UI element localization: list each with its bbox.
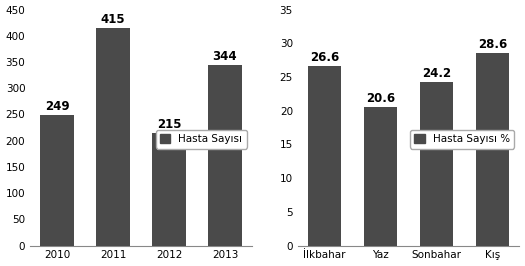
Text: 415: 415	[101, 13, 125, 26]
Bar	[476, 53, 509, 246]
Text: 215: 215	[157, 118, 181, 131]
Text: 28.6: 28.6	[478, 38, 507, 51]
Bar	[420, 82, 454, 246]
Bar	[152, 133, 186, 246]
Text: 24.2: 24.2	[422, 67, 451, 80]
Text: 20.6: 20.6	[366, 92, 395, 105]
Bar	[96, 28, 130, 246]
Text: 26.6: 26.6	[310, 51, 339, 64]
Bar	[208, 65, 242, 246]
Text: 249: 249	[45, 100, 69, 113]
Legend: Hasta Sayısı %: Hasta Sayısı %	[410, 130, 514, 148]
Legend: Hasta Sayısı: Hasta Sayısı	[155, 130, 247, 148]
Bar	[364, 107, 397, 246]
Bar	[40, 115, 74, 246]
Text: 344: 344	[213, 50, 237, 63]
Bar	[308, 66, 341, 246]
